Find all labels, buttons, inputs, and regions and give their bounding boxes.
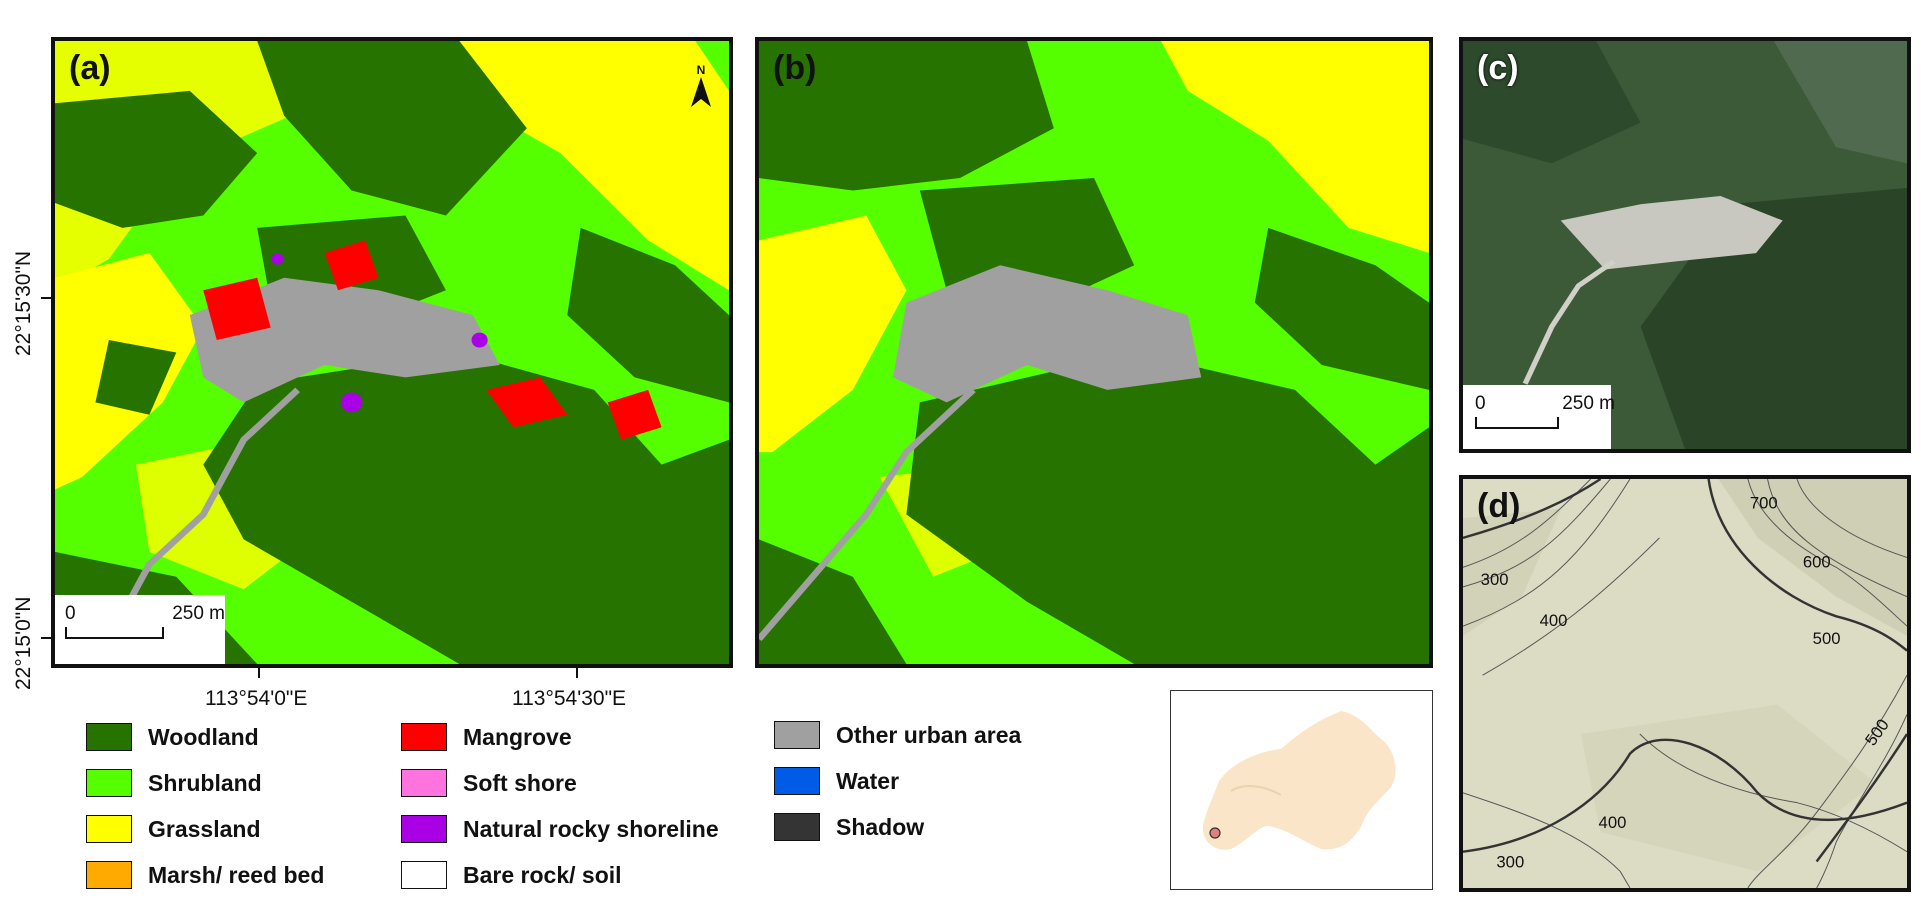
contour-label-400-top: 400 xyxy=(1540,611,1568,630)
north-arrow: N xyxy=(689,63,713,109)
legend-swatch-mangrove xyxy=(401,723,447,751)
legend-item-marsh: Marsh/ reed bed xyxy=(86,861,324,889)
contour-label-300-top: 300 xyxy=(1481,570,1509,589)
legend-label-natural-rocky-shoreline: Natural rocky shoreline xyxy=(463,815,719,842)
legend-item-other-urban: Other urban area xyxy=(774,721,1021,749)
scalebar-c-start: 0 xyxy=(1475,393,1486,414)
legend-label-mangrove: Mangrove xyxy=(463,723,572,750)
legend-item-soft-shore: Soft shore xyxy=(401,769,577,797)
legend-label-other-urban: Other urban area xyxy=(836,721,1022,748)
legend-item-mangrove: Mangrove xyxy=(401,723,572,751)
legend-label-marsh: Marsh/ reed bed xyxy=(148,861,325,888)
legend-label-soft-shore: Soft shore xyxy=(463,769,577,796)
topographic-panel-d: 700 600 300 400 500 500 400 300 (d) xyxy=(1459,475,1911,892)
legend-item-shadow: Shadow xyxy=(774,813,924,841)
scalebar-a-end: 250 m xyxy=(172,603,225,624)
panel-label-d: (d) xyxy=(1477,487,1521,525)
lon-label-1: 113°54'0"E xyxy=(205,687,308,710)
legend-swatch-shadow xyxy=(774,813,820,841)
scalebar-c: 0 250 m xyxy=(1463,385,1615,449)
legend-label-grassland: Grassland xyxy=(148,815,261,842)
contour-label-600: 600 xyxy=(1803,552,1831,571)
scalebar-c-end: 250 m xyxy=(1562,393,1615,414)
lon-tick-1 xyxy=(258,668,260,678)
legend-swatch-marsh xyxy=(86,861,132,889)
map-panel-a: (a) N 0 250 m xyxy=(51,37,733,668)
contour-map-d: 700 600 300 400 500 500 400 300 xyxy=(1463,479,1907,888)
legend-swatch-grassland xyxy=(86,815,132,843)
legend-item-grassland: Grassland xyxy=(86,815,261,843)
legend-item-woodland: Woodland xyxy=(86,723,259,751)
legend-swatch-bare-rock xyxy=(401,861,447,889)
legend-swatch-natural-rocky-shoreline xyxy=(401,815,447,843)
contour-label-700: 700 xyxy=(1750,493,1778,512)
lat-tick-2 xyxy=(41,637,51,639)
legend-item-water: Water xyxy=(774,767,899,795)
north-arrow-icon xyxy=(691,77,711,107)
locator-inset-map xyxy=(1170,690,1433,890)
contour-label-400-bottom: 400 xyxy=(1599,813,1627,832)
contour-label-500-right: 500 xyxy=(1813,629,1841,648)
hong-kong-outline xyxy=(1202,711,1396,850)
legend-label-bare-rock: Bare rock/ soil xyxy=(463,861,622,888)
legend-item-bare-rock: Bare rock/ soil xyxy=(401,861,622,889)
legend-label-woodland: Woodland xyxy=(148,723,259,750)
legend-item-shrubland: Shrubland xyxy=(86,769,262,797)
map-panel-b: (b) xyxy=(755,37,1433,668)
lat-label-2: 22°15'0"N xyxy=(12,596,35,690)
scalebar-a-start: 0 xyxy=(65,603,76,624)
legend-swatch-water xyxy=(774,767,820,795)
panel-label-b: (b) xyxy=(773,49,817,87)
legend-label-shadow: Shadow xyxy=(836,813,925,840)
legend-label-shrubland: Shrubland xyxy=(148,769,262,796)
landcover-map-a xyxy=(55,41,729,664)
scalebar-a: 0 250 m xyxy=(55,595,225,664)
legend-swatch-other-urban xyxy=(774,721,820,749)
legend-swatch-shrubland xyxy=(86,769,132,797)
satellite-image-c xyxy=(1463,41,1907,449)
lon-tick-2 xyxy=(576,668,578,678)
legend-swatch-soft-shore xyxy=(401,769,447,797)
legend-swatch-woodland xyxy=(86,723,132,751)
satellite-panel-c: (c) 0 250 m xyxy=(1459,37,1911,453)
panel-label-a: (a) xyxy=(69,49,111,87)
study-area-marker xyxy=(1209,827,1221,839)
landcover-map-b xyxy=(759,41,1429,664)
lat-tick-1 xyxy=(41,297,51,299)
legend-label-water: Water xyxy=(836,767,900,794)
panel-label-c: (c) xyxy=(1477,49,1519,87)
legend-item-natural-rocky-shoreline: Natural rocky shoreline xyxy=(401,815,719,843)
contour-label-300-bottom: 300 xyxy=(1496,852,1524,871)
lon-label-2: 113°54'30"E xyxy=(512,687,627,710)
north-letter: N xyxy=(696,63,706,77)
lat-label-1: 22°15'30"N xyxy=(12,250,35,356)
